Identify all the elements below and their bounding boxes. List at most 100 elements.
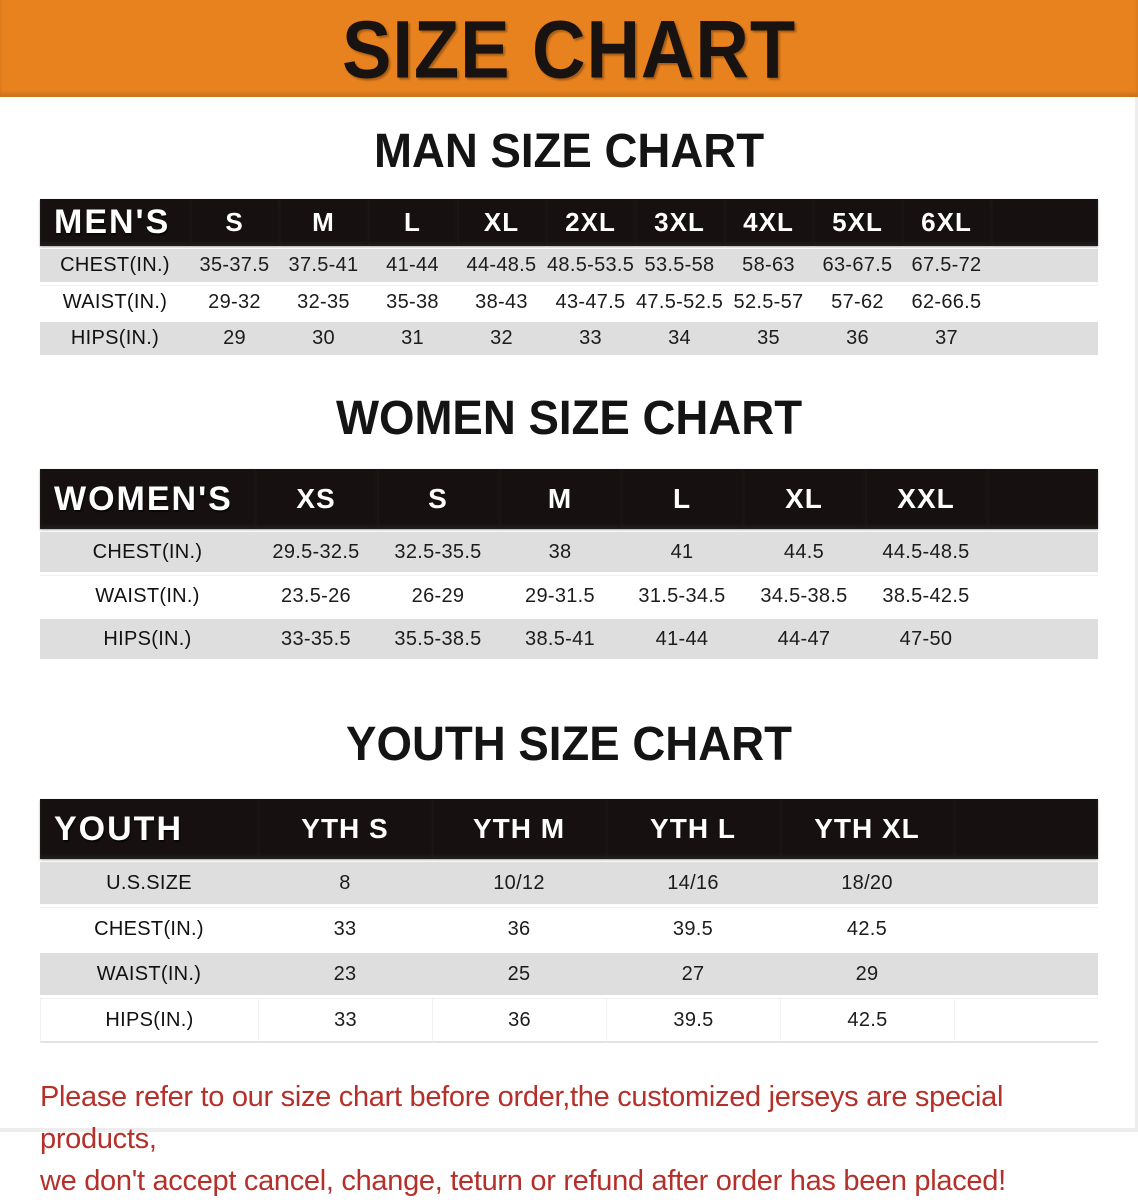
row-label: HIPS(IN.) bbox=[40, 619, 255, 659]
women-size-col: XL bbox=[743, 469, 865, 529]
men-section-heading: MAN SIZE CHART bbox=[373, 125, 765, 178]
cell: 44-47 bbox=[743, 619, 865, 659]
cell: 42.5 bbox=[780, 998, 954, 1043]
men-size-col: XL bbox=[457, 199, 546, 246]
women-waist-row: WAIST(IN.) 23.5-26 26-29 29-31.5 31.5-34… bbox=[40, 575, 1098, 616]
cell: 67.5-72 bbox=[902, 249, 991, 282]
spacer-cell bbox=[991, 285, 1098, 319]
cell: 10/12 bbox=[432, 862, 606, 904]
cell: 30 bbox=[279, 322, 368, 355]
cell: 29-31.5 bbox=[499, 575, 621, 616]
youth-chest-row: CHEST(IN.) 33 36 39.5 42.5 bbox=[40, 907, 1098, 950]
cell: 43-47.5 bbox=[546, 285, 635, 319]
spacer-cell bbox=[954, 907, 1098, 950]
women-size-col: M bbox=[499, 469, 621, 529]
cell: 36 bbox=[813, 322, 902, 355]
women-size-col: XS bbox=[255, 469, 377, 529]
men-chest-row: CHEST(IN.) 35-37.5 37.5-41 41-44 44-48.5… bbox=[40, 249, 1098, 282]
women-chest-row: CHEST(IN.) 29.5-32.5 32.5-35.5 38 41 44.… bbox=[40, 532, 1098, 572]
cell: 41 bbox=[621, 532, 743, 572]
cell: 32-35 bbox=[279, 285, 368, 319]
youth-header-row: YOUTH YTH S YTH M YTH L YTH XL bbox=[40, 799, 1098, 859]
cell: 23.5-26 bbox=[255, 575, 377, 616]
youth-size-col: YTH M bbox=[432, 799, 606, 859]
cell: 44.5-48.5 bbox=[865, 532, 987, 572]
youth-section-heading: YOUTH SIZE CHART bbox=[346, 718, 792, 771]
men-table-label: MEN'S bbox=[40, 199, 190, 246]
cell: 41-44 bbox=[368, 249, 457, 282]
spacer-cell bbox=[987, 532, 1098, 572]
women-section-heading: WOMEN SIZE CHART bbox=[335, 392, 803, 445]
women-size-table: WOMEN'S XS S M L XL XXL CHEST(IN.) 29.5-… bbox=[40, 466, 1098, 662]
cell: 47-50 bbox=[865, 619, 987, 659]
cell: 27 bbox=[606, 953, 780, 995]
men-size-col: S bbox=[190, 199, 279, 246]
cell: 29 bbox=[780, 953, 954, 995]
spacer-cell bbox=[954, 998, 1098, 1043]
cell: 35-38 bbox=[368, 285, 457, 319]
men-hips-row: HIPS(IN.) 29 30 31 32 33 34 35 36 37 bbox=[40, 322, 1098, 355]
men-size-col: M bbox=[279, 199, 368, 246]
cell: 33 bbox=[258, 907, 432, 950]
cell: 44-48.5 bbox=[457, 249, 546, 282]
disclaimer-text: Please refer to our size chart before or… bbox=[40, 1076, 1118, 1202]
cell: 39.5 bbox=[606, 907, 780, 950]
cell: 36 bbox=[432, 907, 606, 950]
cell: 63-67.5 bbox=[813, 249, 902, 282]
cell: 31.5-34.5 bbox=[621, 575, 743, 616]
row-label: HIPS(IN.) bbox=[40, 322, 190, 355]
cell: 38.5-41 bbox=[499, 619, 621, 659]
cell: 33 bbox=[258, 998, 432, 1043]
cell: 47.5-52.5 bbox=[635, 285, 724, 319]
cell: 37.5-41 bbox=[279, 249, 368, 282]
men-size-table: MEN'S S M L XL 2XL 3XL 4XL 5XL 6XL CHEST… bbox=[40, 196, 1098, 358]
row-label: WAIST(IN.) bbox=[40, 285, 190, 319]
youth-waist-row: WAIST(IN.) 23 25 27 29 bbox=[40, 953, 1098, 995]
cell: 42.5 bbox=[780, 907, 954, 950]
cell: 38.5-42.5 bbox=[865, 575, 987, 616]
cell: 18/20 bbox=[780, 862, 954, 904]
women-size-col: XXL bbox=[865, 469, 987, 529]
cell: 29.5-32.5 bbox=[255, 532, 377, 572]
cell: 38 bbox=[499, 532, 621, 572]
cell: 31 bbox=[368, 322, 457, 355]
youth-size-col: YTH S bbox=[258, 799, 432, 859]
row-label: WAIST(IN.) bbox=[40, 575, 255, 616]
youth-size-table: YOUTH YTH S YTH M YTH L YTH XL U.S.SIZE … bbox=[40, 796, 1098, 1046]
women-hips-row: HIPS(IN.) 33-35.5 35.5-38.5 38.5-41 41-4… bbox=[40, 619, 1098, 659]
men-size-col: 3XL bbox=[635, 199, 724, 246]
men-size-col: 6XL bbox=[902, 199, 991, 246]
men-header-row: MEN'S S M L XL 2XL 3XL 4XL 5XL 6XL bbox=[40, 199, 1098, 246]
row-label: HIPS(IN.) bbox=[40, 998, 258, 1043]
youth-table-label: YOUTH bbox=[40, 799, 258, 859]
row-label: CHEST(IN.) bbox=[40, 907, 258, 950]
spacer-cell bbox=[987, 575, 1098, 616]
cell: 29 bbox=[190, 322, 279, 355]
cell: 34.5-38.5 bbox=[743, 575, 865, 616]
cell: 35.5-38.5 bbox=[377, 619, 499, 659]
men-size-col: L bbox=[368, 199, 457, 246]
spacer-cell bbox=[987, 469, 1098, 529]
disclaimer-line-2: we don't accept cancel, change, teturn o… bbox=[40, 1165, 1006, 1197]
cell: 32.5-35.5 bbox=[377, 532, 499, 572]
men-size-col: 4XL bbox=[724, 199, 813, 246]
row-label: CHEST(IN.) bbox=[40, 532, 255, 572]
cell: 33 bbox=[546, 322, 635, 355]
spacer-cell bbox=[954, 862, 1098, 904]
cell: 37 bbox=[902, 322, 991, 355]
row-label: WAIST(IN.) bbox=[40, 953, 258, 995]
youth-ussize-row: U.S.SIZE 8 10/12 14/16 18/20 bbox=[40, 862, 1098, 904]
page-title: SIZE CHART bbox=[341, 2, 797, 95]
spacer-cell bbox=[987, 619, 1098, 659]
cell: 34 bbox=[635, 322, 724, 355]
cell: 52.5-57 bbox=[724, 285, 813, 319]
cell: 25 bbox=[432, 953, 606, 995]
cell: 14/16 bbox=[606, 862, 780, 904]
spacer-cell bbox=[954, 799, 1098, 859]
row-label: CHEST(IN.) bbox=[40, 249, 190, 282]
cell: 26-29 bbox=[377, 575, 499, 616]
cell: 33-35.5 bbox=[255, 619, 377, 659]
cell: 48.5-53.5 bbox=[546, 249, 635, 282]
men-size-col: 5XL bbox=[813, 199, 902, 246]
banner: SIZE CHART bbox=[0, 0, 1138, 97]
